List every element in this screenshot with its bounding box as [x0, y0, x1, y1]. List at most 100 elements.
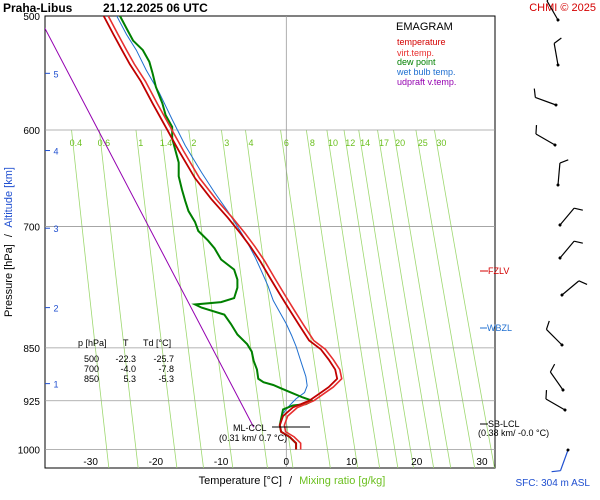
- wind-barb: [545, 390, 567, 412]
- wind-barb-flag: [559, 159, 569, 164]
- wind-barb-dot: [560, 343, 564, 347]
- legend: EMAGRAM temperature virt.temp. dew point…: [396, 21, 456, 87]
- x-label-separator: /: [289, 475, 293, 487]
- mixing-ratio-labels: 0.4 0.6 1 1.4 2 3 4 6 8 10 12 14 17 20 25 30: [70, 138, 447, 148]
- temperature-tick-label: -20: [149, 457, 164, 468]
- series-group: [45, 16, 343, 450]
- mixing-ratio-label: 20: [395, 138, 405, 148]
- wind-barb-flag: [545, 390, 548, 400]
- mixing-ratio-label: 12: [345, 138, 355, 148]
- wind-barb-shaft: [559, 240, 575, 259]
- wbzl-label: WBZL: [487, 323, 512, 333]
- wind-barb-shaft: [561, 280, 580, 296]
- wind-barb-dot: [561, 388, 565, 392]
- mixing-ratio-label: 1.4: [160, 138, 173, 148]
- plot-frame: [44, 15, 496, 469]
- temperature-tick-label: -10: [214, 457, 229, 468]
- mixing-ratio-line: [135, 129, 178, 468]
- table-header-td: Td [°C]: [143, 338, 171, 348]
- wind-barb: [545, 320, 564, 347]
- mixing-ratio-line: [377, 129, 435, 468]
- mixing-ratio-line: [188, 129, 234, 468]
- wind-barb: [558, 207, 583, 227]
- wind-barb-flag: [546, 0, 553, 2]
- pressure-tick-label: 925: [23, 397, 40, 408]
- y-label-separator: /: [3, 233, 15, 237]
- mixing-ratio-label: 10: [328, 138, 338, 148]
- wind-barb: [551, 448, 570, 473]
- altitude-tick-label: 1: [53, 380, 58, 390]
- wind-barb-dot: [556, 63, 560, 67]
- mixing-ratio-label: 4: [248, 138, 253, 148]
- wind-barb-dot: [558, 223, 562, 227]
- wind-barb: [549, 363, 565, 392]
- mixing-ratio-line: [393, 129, 452, 468]
- wind-barb: [533, 88, 558, 107]
- sbcl-sublabel: (0.38 km/ -0.0 °C): [478, 428, 549, 438]
- mixing-ratio-line: [71, 129, 110, 468]
- temperature-axis-label: Temperature [°C]: [199, 475, 282, 487]
- wind-barb-dot: [553, 143, 557, 147]
- altitude-axis-label: Altitude [km]: [3, 167, 15, 228]
- legend-temperature: temperature: [397, 37, 446, 47]
- sounding-table: p [hPa] T Td [°C] 500 -22.3 -25.7 700 -4…: [78, 338, 174, 384]
- updraft-virtual-temperature-line: [45, 27, 255, 428]
- wind-barb-flag: [578, 280, 588, 285]
- temperature-tick-label: 0: [284, 457, 290, 468]
- table-cell: 5.3: [123, 374, 136, 384]
- wind-barb-dot: [558, 256, 562, 260]
- wind-barb: [560, 280, 588, 297]
- chart-title: EMAGRAM: [396, 21, 453, 33]
- wet-bulb-temperature-line: [116, 16, 308, 450]
- wind-barb-shaft: [557, 163, 561, 186]
- temperature-tick-label: 10: [346, 457, 358, 468]
- mixing-ratio-label: 6: [284, 138, 289, 148]
- legend-virt-temp: virt.temp.: [397, 48, 434, 58]
- legend-dew-point: dew point: [397, 57, 436, 67]
- mixing-ratio-axis-label: Mixing ratio [g/kg]: [299, 475, 385, 487]
- wind-barb-flag: [574, 207, 583, 211]
- table-cell: -7.8: [158, 364, 174, 374]
- mixing-ratio-label: 0.6: [98, 138, 111, 148]
- y-axis-label: Pressure [hPa] / Altitude [km]: [3, 167, 15, 317]
- wind-barb-dot: [554, 103, 558, 107]
- temperature-line: [102, 16, 339, 450]
- table-cell: -22.3: [115, 354, 136, 364]
- wind-barb-shaft: [546, 0, 559, 21]
- mixing-ratio-line: [415, 129, 476, 468]
- wind-barb-flag: [549, 363, 556, 373]
- wind-barb: [546, 0, 560, 22]
- wind-barb-dot: [556, 183, 560, 187]
- wind-barb-dot: [563, 408, 567, 412]
- wind-barb-flag: [533, 88, 536, 98]
- table-header-t: T: [123, 338, 129, 348]
- temperature-ticks: -30 -20 -10 0 10 20 30: [83, 457, 488, 468]
- surface-label: SFC: 304 m ASL: [516, 478, 591, 489]
- dew-point-line: [119, 16, 315, 450]
- mixing-ratio-lines: [71, 129, 495, 468]
- wind-barbs: [533, 0, 588, 473]
- table-cell: -5.3: [158, 374, 174, 384]
- temperature-tick-label: 20: [411, 457, 423, 468]
- mixing-ratio-line: [98, 129, 139, 468]
- wind-barb-flag: [553, 37, 562, 44]
- grid: [45, 16, 495, 468]
- table-header-p: p [hPa]: [78, 338, 107, 348]
- wind-barb-shaft: [546, 329, 563, 346]
- wind-barb-shaft: [559, 207, 575, 226]
- mlccl-label: ML-CCL: [233, 423, 267, 433]
- wind-barb-dot: [556, 18, 560, 22]
- table-cell: 700: [84, 364, 99, 374]
- pressure-axis-label: Pressure [hPa]: [3, 244, 15, 317]
- mixing-ratio-label: 25: [418, 138, 428, 148]
- station-name: Praha-Libus: [3, 1, 73, 15]
- pressure-tick-label: 500: [23, 12, 40, 23]
- legend-wet-bulb: wet bulb temp.: [396, 67, 456, 77]
- pressure-ticks: 500 600 700 850 925 1000: [18, 12, 41, 457]
- fzlv-label: FZLV: [488, 266, 509, 276]
- altitude-ticks: 5 4 3 2 1: [45, 69, 59, 390]
- table-cell: -4.0: [120, 364, 136, 374]
- mixing-ratio-label: 17: [379, 138, 389, 148]
- wind-barb-dot: [566, 448, 570, 452]
